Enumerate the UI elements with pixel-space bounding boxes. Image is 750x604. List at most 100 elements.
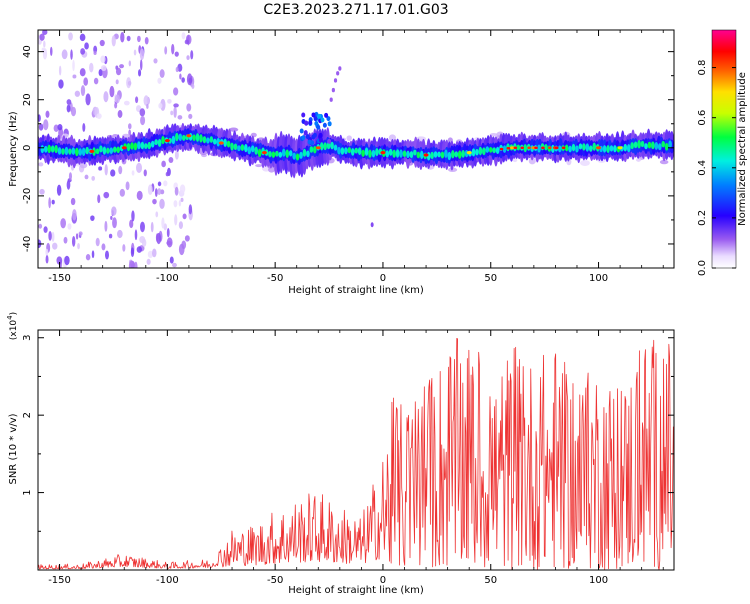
heatmap-cell: [485, 146, 490, 153]
heatmap-cell: [136, 246, 142, 253]
heatmap-cell: [117, 110, 123, 118]
heatmap-cell: [39, 188, 45, 195]
heatmap-cell: [661, 140, 666, 148]
heatmap-cell: [317, 113, 322, 119]
heatmap-cell: [131, 210, 135, 222]
heatmap-cell: [257, 148, 262, 158]
heatmap-cell: [172, 262, 177, 268]
colorbar-ticks: 0.0 0.2 0.4 0.6 0.8: [697, 60, 736, 276]
heatmap-cell: [419, 150, 424, 160]
heatmap-hotspot: [466, 151, 472, 155]
heatmap-cell: [157, 77, 162, 84]
heatmap-cell: [58, 65, 62, 76]
y-tick-label: -40: [22, 236, 33, 252]
heatmap-cell: [102, 146, 107, 155]
heatmap-cell: [104, 164, 108, 176]
heatmap-cell: [512, 158, 518, 163]
heatmap-cell: [516, 144, 521, 151]
heatmap-cell: [371, 149, 376, 158]
heatmap-hotspot: [218, 141, 224, 145]
heatmap-cell: [143, 95, 149, 106]
heatmap-cell: [528, 157, 536, 165]
heatmap-cell: [161, 160, 166, 168]
heatmap-hotspot: [509, 146, 515, 150]
heatmap-cell: [406, 150, 410, 159]
x-tick-label: -150: [48, 575, 71, 586]
heatmap-cell: [471, 148, 476, 157]
heatmap-cell: [164, 46, 168, 55]
heatmap-cell: [120, 31, 125, 43]
heatmap-cell: [178, 133, 183, 142]
heatmap-cell: [288, 150, 293, 157]
heatmap-cell: [564, 144, 569, 152]
heatmap-hotspot: [164, 138, 170, 143]
heatmap-cell: [173, 106, 177, 118]
heatmap-cell: [319, 142, 324, 151]
heatmap-cell: [333, 144, 338, 151]
heatmap-hotspot: [596, 146, 602, 150]
heatmap-cell: [186, 103, 192, 112]
heatmap-cell: [70, 106, 77, 117]
heatmap-cell: [66, 99, 72, 105]
heatmap-cell: [451, 150, 455, 159]
heatmap-cell: [409, 151, 414, 159]
heatmap-cell: [304, 120, 309, 126]
heatmap-cell: [478, 146, 483, 156]
heatmap-cell: [38, 123, 44, 131]
heatmap-cell: [544, 144, 548, 151]
heatmap-cell: [169, 256, 174, 264]
heatmap-cell: [654, 141, 659, 150]
heatmap-cell: [199, 134, 203, 143]
heatmap-cell: [454, 151, 459, 158]
heatmap-cell: [84, 42, 89, 50]
heatmap-cell: [571, 143, 576, 152]
heatmap-cell: [51, 199, 55, 205]
heatmap-hotspot: [534, 146, 538, 150]
heatmap-cell: [338, 66, 342, 71]
heatmap-cell: [637, 140, 641, 149]
heatmap-cell: [152, 198, 157, 205]
heatmap-cell: [313, 116, 318, 122]
heatmap-cell: [644, 143, 648, 150]
snr-y-axis-label: SNR (10 * v/v): [8, 413, 19, 484]
heatmap-cell: [130, 142, 134, 150]
heatmap-cell: [96, 113, 102, 119]
heatmap-cell: [651, 141, 655, 150]
heatmap-cell: [370, 222, 374, 228]
heatmap-cell: [81, 147, 86, 157]
heatmap-cell: [155, 233, 159, 243]
heatmap-cell: [174, 214, 178, 226]
heatmap-cell: [495, 146, 500, 155]
heatmap-cell: [302, 148, 307, 157]
heatmap-hotspot: [513, 146, 518, 150]
heatmap-cell: [292, 152, 296, 160]
heatmap-cell: [144, 36, 149, 45]
heatmap-cell: [159, 69, 165, 78]
x-tick-label: -50: [267, 273, 283, 284]
heatmap-cell: [116, 146, 121, 154]
heatmap-cell: [160, 189, 165, 195]
heatmap-cell: [216, 137, 221, 147]
heatmap-cell: [150, 221, 154, 233]
heatmap-cell: [50, 46, 53, 56]
heatmap-cell: [38, 162, 44, 167]
y-tick-label: 3: [22, 335, 33, 341]
heatmap-cell: [136, 190, 143, 201]
heatmap-cell: [322, 122, 327, 128]
heatmap-cell: [128, 260, 135, 268]
heatmap-cell: [100, 55, 106, 64]
heatmap-cell: [492, 147, 496, 154]
heatmap-hotspot: [121, 146, 127, 150]
heatmap-cell: [354, 147, 359, 154]
heatmap-cell: [331, 87, 335, 93]
heatmap-cell: [167, 98, 172, 104]
heatmap-cell: [626, 144, 631, 153]
heatmap-cell: [119, 144, 124, 152]
x-tick-label: -100: [156, 273, 179, 284]
heatmap-cell: [340, 147, 345, 155]
heatmap-cell: [93, 45, 98, 54]
heatmap-cell: [305, 134, 310, 140]
heatmap-cell: [150, 140, 155, 148]
heatmap-cell: [123, 100, 130, 106]
